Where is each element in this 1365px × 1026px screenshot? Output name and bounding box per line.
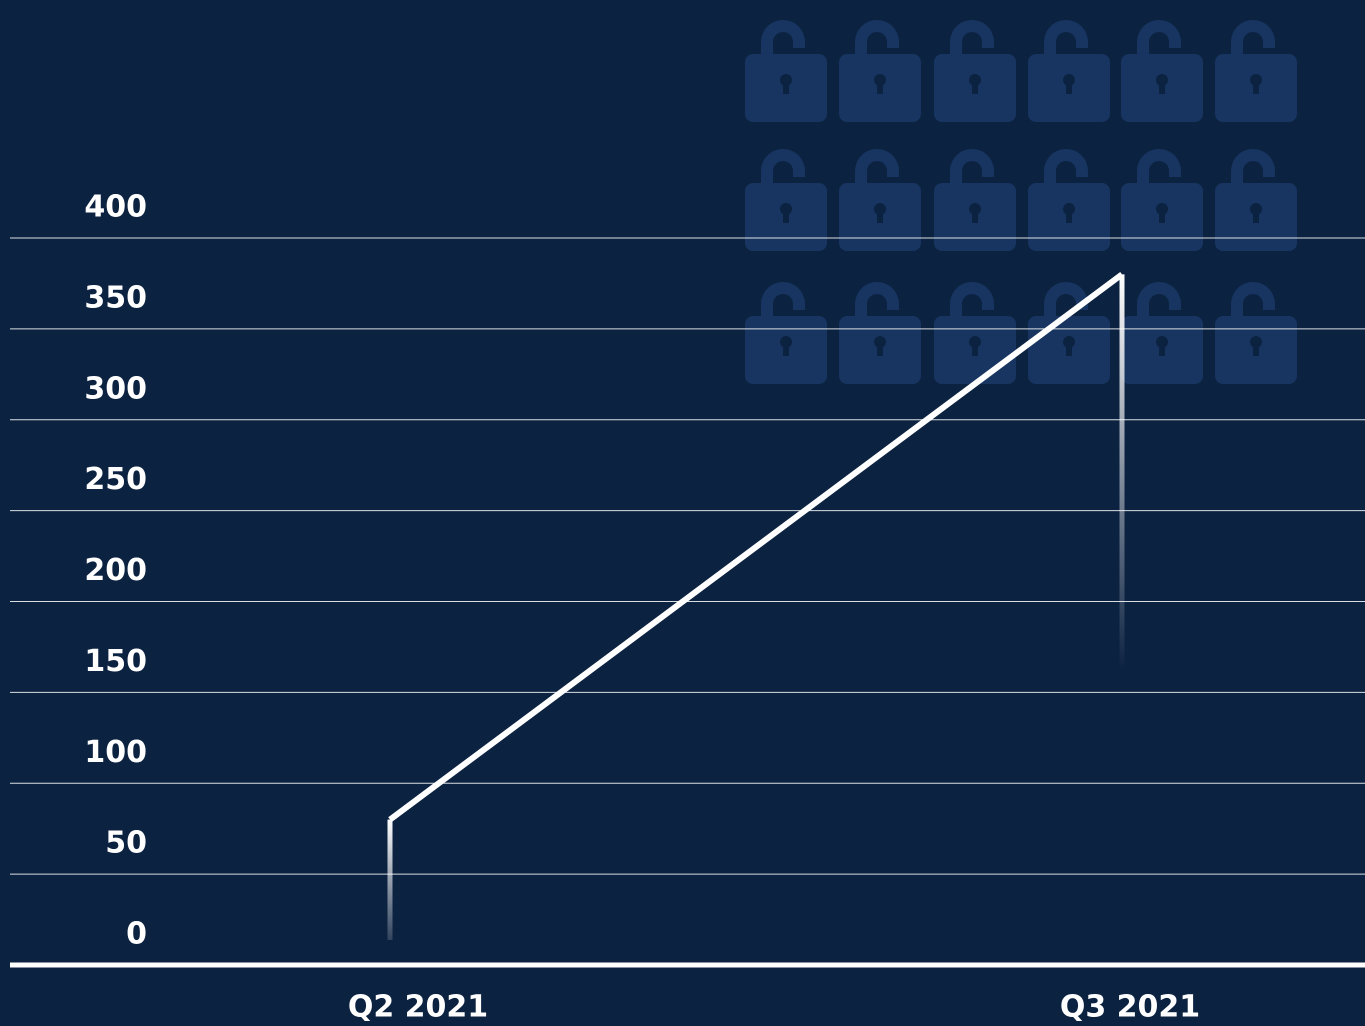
y-tick-label: 350 <box>84 280 147 315</box>
y-tick-label: 0 <box>126 917 147 952</box>
y-tick-label: 300 <box>84 371 147 406</box>
y-tick-label: 400 <box>84 190 147 225</box>
x-tick-label: Q2 2021 <box>348 990 488 1025</box>
y-tick-label: 250 <box>84 462 147 497</box>
x-tick-label: Q3 2021 <box>1060 990 1200 1025</box>
drop-line <box>1120 274 1125 670</box>
y-tick-label: 100 <box>84 735 147 770</box>
y-tick-label: 150 <box>84 644 147 679</box>
page: 050100150200250300350400Q2 2021Q3 2021 (… <box>0 0 1365 1026</box>
y-tick-label: 200 <box>84 553 147 588</box>
chart: 0 50 100 150 200 250 300 350 400 Q2 2021 Q3 2021 <box>0 0 1365 1026</box>
y-tick-label: 50 <box>105 826 147 861</box>
drop-line <box>388 820 393 940</box>
